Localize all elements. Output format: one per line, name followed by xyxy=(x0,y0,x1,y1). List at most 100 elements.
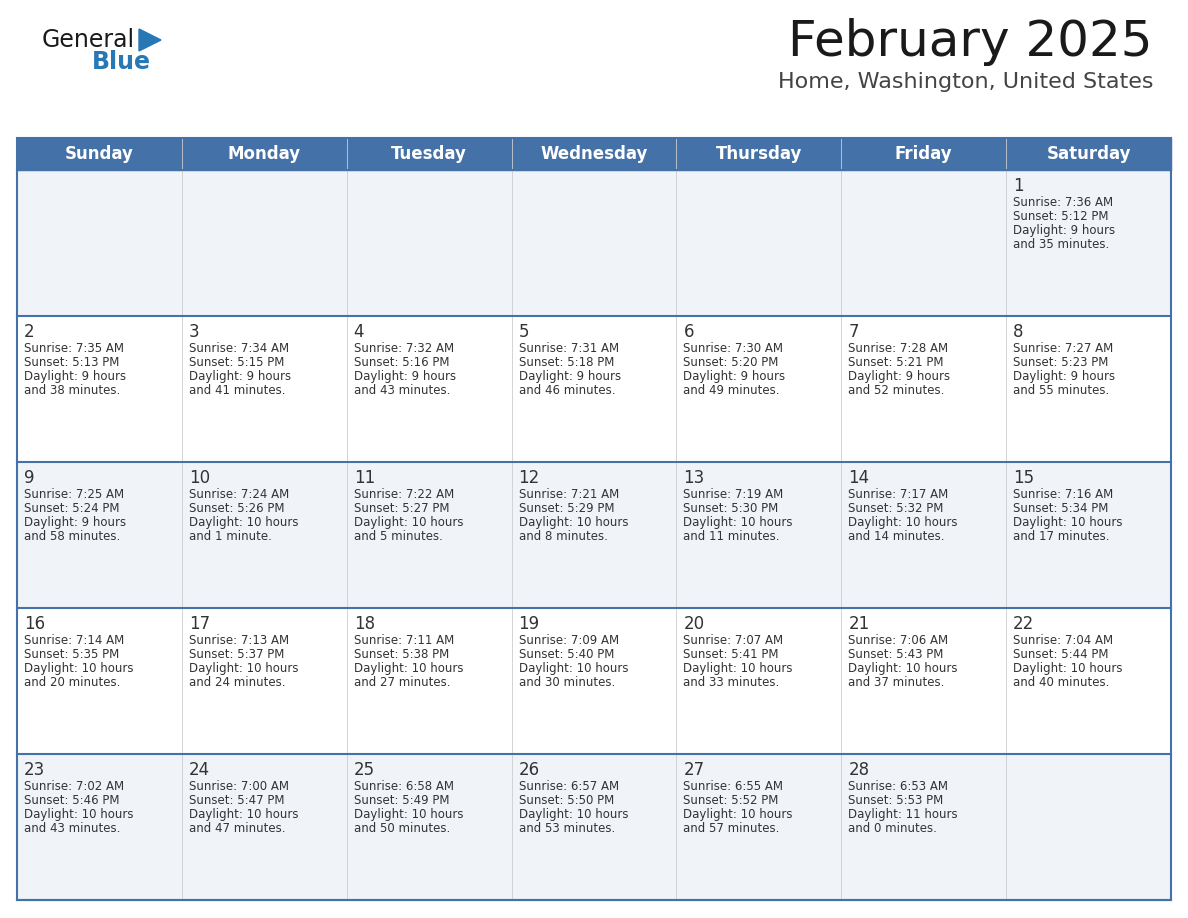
Text: Sunrise: 7:21 AM: Sunrise: 7:21 AM xyxy=(519,488,619,501)
Bar xyxy=(17,462,1171,608)
Text: 9: 9 xyxy=(24,469,34,487)
Text: Sunset: 5:18 PM: Sunset: 5:18 PM xyxy=(519,356,614,369)
Text: Sunrise: 7:19 AM: Sunrise: 7:19 AM xyxy=(683,488,784,501)
Bar xyxy=(17,170,1171,316)
Text: Sunrise: 7:09 AM: Sunrise: 7:09 AM xyxy=(519,634,619,647)
Text: 24: 24 xyxy=(189,761,210,779)
Text: and 17 minutes.: and 17 minutes. xyxy=(1013,530,1110,543)
Text: Daylight: 10 hours: Daylight: 10 hours xyxy=(683,808,792,821)
Text: Daylight: 10 hours: Daylight: 10 hours xyxy=(354,662,463,675)
Text: Sunset: 5:27 PM: Sunset: 5:27 PM xyxy=(354,502,449,515)
Text: and 11 minutes.: and 11 minutes. xyxy=(683,530,781,543)
Text: Sunrise: 7:06 AM: Sunrise: 7:06 AM xyxy=(848,634,948,647)
Text: 6: 6 xyxy=(683,323,694,341)
Text: 17: 17 xyxy=(189,615,210,633)
Text: Sunrise: 7:07 AM: Sunrise: 7:07 AM xyxy=(683,634,784,647)
Text: 25: 25 xyxy=(354,761,375,779)
Text: and 52 minutes.: and 52 minutes. xyxy=(848,384,944,397)
Text: Sunrise: 7:31 AM: Sunrise: 7:31 AM xyxy=(519,342,619,355)
Text: Sunrise: 7:28 AM: Sunrise: 7:28 AM xyxy=(848,342,948,355)
Text: Daylight: 10 hours: Daylight: 10 hours xyxy=(683,516,792,529)
Text: Sunrise: 7:04 AM: Sunrise: 7:04 AM xyxy=(1013,634,1113,647)
Text: Sunset: 5:15 PM: Sunset: 5:15 PM xyxy=(189,356,284,369)
Text: Daylight: 10 hours: Daylight: 10 hours xyxy=(519,808,628,821)
Text: Daylight: 9 hours: Daylight: 9 hours xyxy=(519,370,620,383)
Text: Sunset: 5:13 PM: Sunset: 5:13 PM xyxy=(24,356,119,369)
Text: Sunrise: 7:13 AM: Sunrise: 7:13 AM xyxy=(189,634,289,647)
Text: Daylight: 9 hours: Daylight: 9 hours xyxy=(683,370,785,383)
Text: Daylight: 9 hours: Daylight: 9 hours xyxy=(848,370,950,383)
Text: 19: 19 xyxy=(519,615,539,633)
Text: Saturday: Saturday xyxy=(1047,145,1131,163)
Bar xyxy=(17,608,1171,754)
Text: Sunset: 5:53 PM: Sunset: 5:53 PM xyxy=(848,794,943,807)
Text: and 38 minutes.: and 38 minutes. xyxy=(24,384,120,397)
Text: Sunset: 5:38 PM: Sunset: 5:38 PM xyxy=(354,648,449,661)
Text: 21: 21 xyxy=(848,615,870,633)
Text: Sunrise: 7:36 AM: Sunrise: 7:36 AM xyxy=(1013,196,1113,209)
Text: Daylight: 10 hours: Daylight: 10 hours xyxy=(683,662,792,675)
Text: and 55 minutes.: and 55 minutes. xyxy=(1013,384,1110,397)
Text: Sunset: 5:47 PM: Sunset: 5:47 PM xyxy=(189,794,284,807)
Text: and 24 minutes.: and 24 minutes. xyxy=(189,676,285,689)
Text: Sunrise: 7:14 AM: Sunrise: 7:14 AM xyxy=(24,634,125,647)
Text: Sunrise: 7:11 AM: Sunrise: 7:11 AM xyxy=(354,634,454,647)
Text: 11: 11 xyxy=(354,469,375,487)
Text: Daylight: 11 hours: Daylight: 11 hours xyxy=(848,808,958,821)
Text: Daylight: 9 hours: Daylight: 9 hours xyxy=(1013,370,1116,383)
Text: 26: 26 xyxy=(519,761,539,779)
Text: Sunset: 5:43 PM: Sunset: 5:43 PM xyxy=(848,648,943,661)
Text: Sunset: 5:52 PM: Sunset: 5:52 PM xyxy=(683,794,779,807)
Text: Daylight: 10 hours: Daylight: 10 hours xyxy=(519,662,628,675)
Text: Sunrise: 7:34 AM: Sunrise: 7:34 AM xyxy=(189,342,289,355)
Text: Sunrise: 7:25 AM: Sunrise: 7:25 AM xyxy=(24,488,124,501)
Text: and 20 minutes.: and 20 minutes. xyxy=(24,676,120,689)
Text: Wednesday: Wednesday xyxy=(541,145,647,163)
Text: Blue: Blue xyxy=(91,50,151,74)
Text: 22: 22 xyxy=(1013,615,1035,633)
Text: Sunrise: 7:17 AM: Sunrise: 7:17 AM xyxy=(848,488,948,501)
Text: and 58 minutes.: and 58 minutes. xyxy=(24,530,120,543)
Text: Sunset: 5:30 PM: Sunset: 5:30 PM xyxy=(683,502,778,515)
Text: Sunset: 5:12 PM: Sunset: 5:12 PM xyxy=(1013,210,1108,223)
Text: Daylight: 10 hours: Daylight: 10 hours xyxy=(1013,662,1123,675)
Text: and 14 minutes.: and 14 minutes. xyxy=(848,530,944,543)
Text: 14: 14 xyxy=(848,469,870,487)
Text: Tuesday: Tuesday xyxy=(391,145,467,163)
Text: Sunset: 5:21 PM: Sunset: 5:21 PM xyxy=(848,356,943,369)
Text: 5: 5 xyxy=(519,323,529,341)
Text: Daylight: 10 hours: Daylight: 10 hours xyxy=(848,516,958,529)
Text: Daylight: 10 hours: Daylight: 10 hours xyxy=(848,662,958,675)
Text: 28: 28 xyxy=(848,761,870,779)
Text: and 41 minutes.: and 41 minutes. xyxy=(189,384,285,397)
Text: 2: 2 xyxy=(24,323,34,341)
Text: and 0 minutes.: and 0 minutes. xyxy=(848,822,937,835)
Text: and 33 minutes.: and 33 minutes. xyxy=(683,676,779,689)
Bar xyxy=(17,316,1171,462)
Text: and 40 minutes.: and 40 minutes. xyxy=(1013,676,1110,689)
Text: Sunrise: 6:57 AM: Sunrise: 6:57 AM xyxy=(519,780,619,793)
Text: 18: 18 xyxy=(354,615,375,633)
Text: Sunset: 5:16 PM: Sunset: 5:16 PM xyxy=(354,356,449,369)
Text: and 5 minutes.: and 5 minutes. xyxy=(354,530,443,543)
Text: 16: 16 xyxy=(24,615,45,633)
Text: 12: 12 xyxy=(519,469,539,487)
Text: 23: 23 xyxy=(24,761,45,779)
Text: Home, Washington, United States: Home, Washington, United States xyxy=(777,72,1154,92)
Text: Monday: Monday xyxy=(228,145,301,163)
Text: Daylight: 10 hours: Daylight: 10 hours xyxy=(24,662,133,675)
Text: Sunrise: 7:27 AM: Sunrise: 7:27 AM xyxy=(1013,342,1113,355)
Text: Sunrise: 6:58 AM: Sunrise: 6:58 AM xyxy=(354,780,454,793)
Text: Sunset: 5:37 PM: Sunset: 5:37 PM xyxy=(189,648,284,661)
Text: 20: 20 xyxy=(683,615,704,633)
Text: 15: 15 xyxy=(1013,469,1035,487)
Text: Daylight: 9 hours: Daylight: 9 hours xyxy=(1013,224,1116,237)
Text: Sunset: 5:49 PM: Sunset: 5:49 PM xyxy=(354,794,449,807)
Text: and 8 minutes.: and 8 minutes. xyxy=(519,530,607,543)
Text: Sunrise: 7:02 AM: Sunrise: 7:02 AM xyxy=(24,780,124,793)
Text: Daylight: 10 hours: Daylight: 10 hours xyxy=(354,516,463,529)
Text: and 57 minutes.: and 57 minutes. xyxy=(683,822,779,835)
Text: Daylight: 10 hours: Daylight: 10 hours xyxy=(1013,516,1123,529)
Text: Sunrise: 7:00 AM: Sunrise: 7:00 AM xyxy=(189,780,289,793)
Text: Sunset: 5:29 PM: Sunset: 5:29 PM xyxy=(519,502,614,515)
